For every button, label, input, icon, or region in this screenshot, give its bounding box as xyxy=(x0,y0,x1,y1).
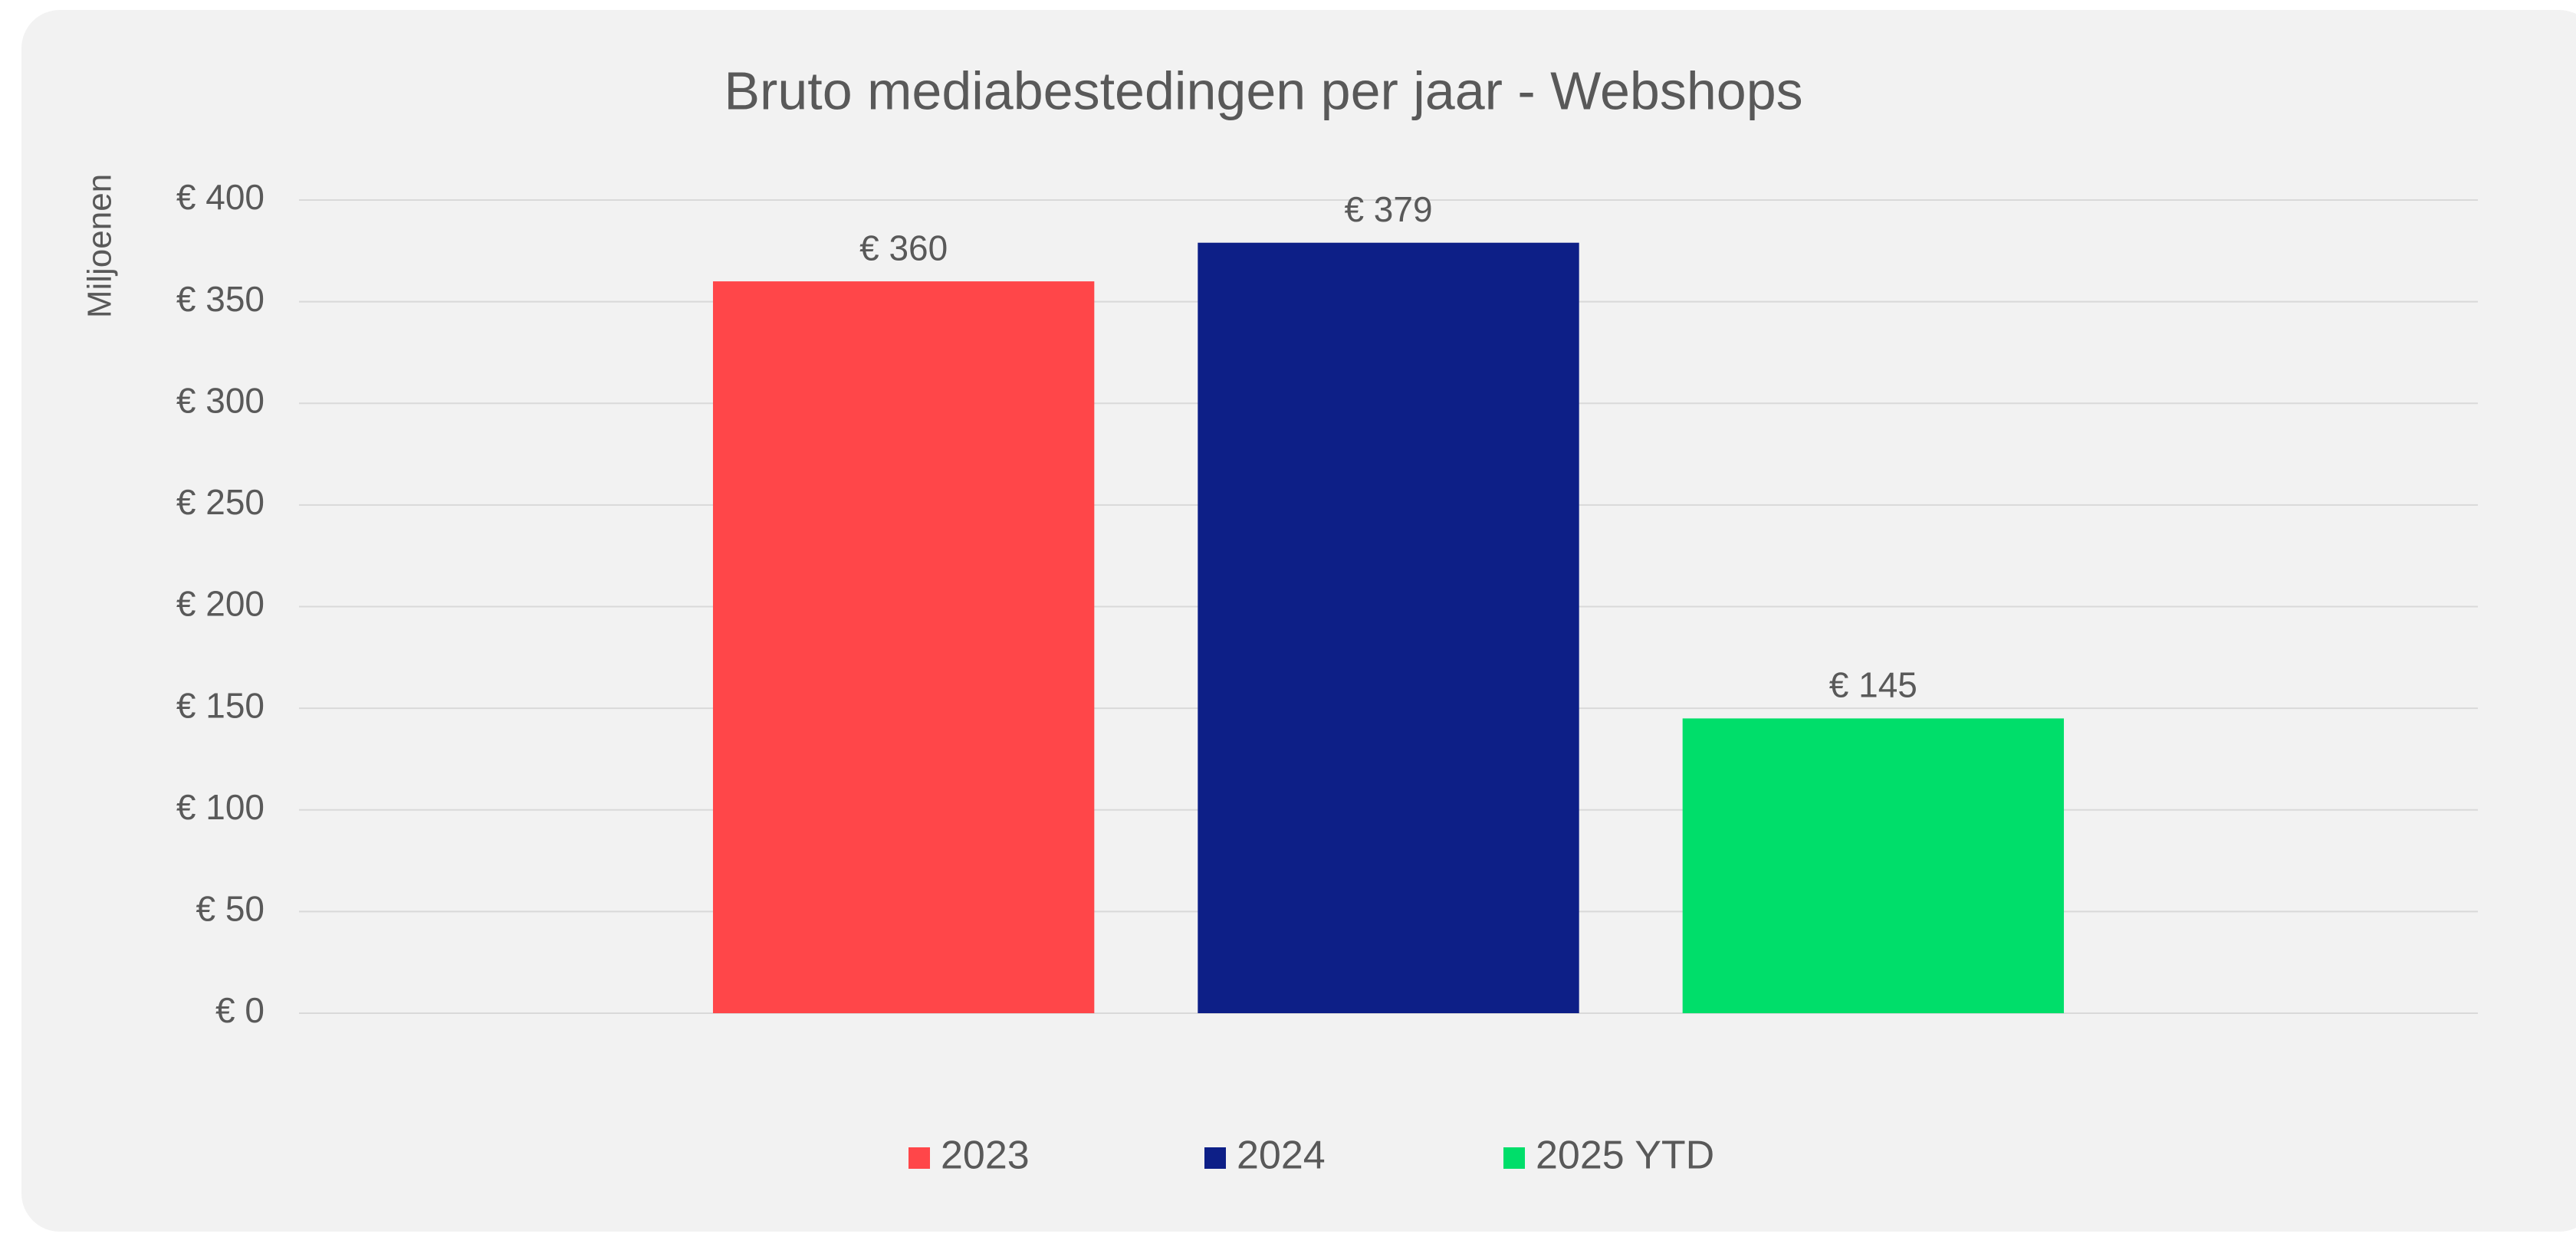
bar xyxy=(1198,242,1579,1013)
value-label: € 360 xyxy=(859,228,948,267)
chart-title: Bruto mediabestedingen per jaar - Websho… xyxy=(724,61,1802,120)
y-tick-label: € 350 xyxy=(176,279,264,319)
y-tick-label: € 300 xyxy=(176,380,264,420)
y-tick-label: € 250 xyxy=(176,482,264,522)
legend-swatch xyxy=(1503,1147,1525,1169)
legend-label: 2024 xyxy=(1237,1134,1326,1178)
bar xyxy=(712,281,1095,1014)
value-label: € 379 xyxy=(1344,189,1432,229)
legend-swatch xyxy=(909,1147,930,1169)
y-tick-label: € 200 xyxy=(176,584,264,624)
y-tick-label: € 100 xyxy=(176,787,264,827)
legend-label: 2023 xyxy=(941,1134,1030,1178)
legend-label: 2025 YTD xyxy=(1536,1134,1714,1178)
y-tick-label: € 50 xyxy=(196,889,264,929)
bar xyxy=(1682,718,2065,1013)
value-label: € 145 xyxy=(1829,665,1917,705)
y-axis-label: Miljoenen xyxy=(81,174,119,318)
y-tick-label: € 400 xyxy=(176,177,264,217)
y-tick-label: € 0 xyxy=(215,990,264,1030)
legend-swatch xyxy=(1204,1147,1226,1169)
y-tick-label: € 150 xyxy=(176,685,264,725)
